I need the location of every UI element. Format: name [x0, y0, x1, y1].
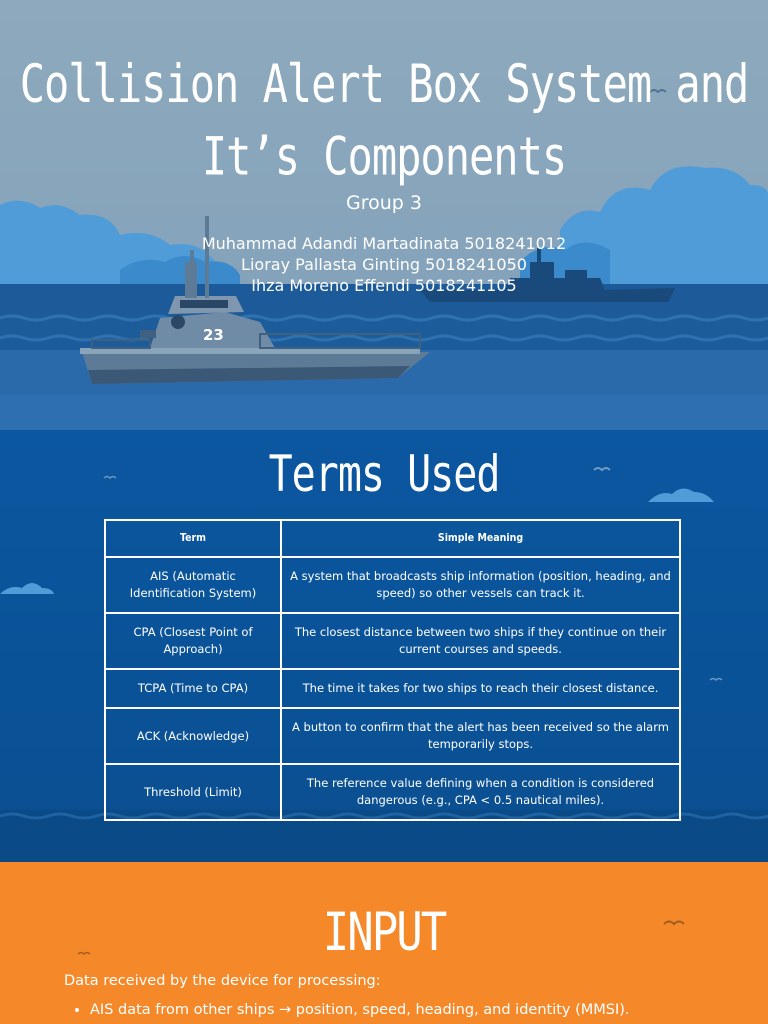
terms-title: Terms Used [268, 446, 501, 504]
title-slide: 23 Collision Alert Box System and It’s C… [0, 0, 768, 430]
member-list: Muhammad Adandi Martadinata 5018241012 L… [0, 233, 768, 296]
title-line-1: Collision Alert Box System and [19, 53, 750, 115]
table-row: Threshold (Limit) The reference value de… [104, 763, 681, 821]
boat-number: 23 [203, 326, 224, 344]
bird-decoration [77, 920, 685, 956]
column-header-term: Term [104, 519, 282, 558]
table-row: TCPA (Time to CPA) The time it takes for… [104, 668, 681, 709]
table-row: ACK (Acknowledge) A button to confirm th… [104, 707, 681, 765]
meaning-cell: A system that broadcasts ship informatio… [280, 556, 681, 614]
meaning-cell: The closest distance between two ships i… [280, 612, 681, 670]
member-name: Muhammad Adandi Martadinata 5018241012 [201, 234, 567, 253]
distant-ship-silhouette [420, 248, 675, 302]
member-name: Lioray Pallasta Ginting 5018241050 [241, 255, 527, 274]
input-list: AIS data from other ships → position, sp… [72, 1002, 630, 1018]
terms-table: Term Simple Meaning AIS (Automatic Ident… [104, 519, 681, 821]
meaning-cell: A button to confirm that the alert has b… [280, 707, 681, 765]
table-header-row: Term Simple Meaning [104, 519, 681, 558]
list-item: AIS data from other ships → position, sp… [90, 1002, 630, 1018]
terms-section: Terms Used Term Simple Meaning AIS (Auto… [0, 430, 768, 862]
term-cell: CPA (Closest Point of Approach) [104, 612, 282, 670]
term-cell: TCPA (Time to CPA) [104, 668, 282, 709]
input-section: INPUT Data received by the device for pr… [0, 862, 768, 1024]
table-row: CPA (Closest Point of Approach) The clos… [104, 612, 681, 670]
title-line-2: It’s Components [201, 125, 567, 187]
term-cell: ACK (Acknowledge) [104, 707, 282, 765]
input-title: INPUT [322, 902, 447, 964]
column-header-meaning: Simple Meaning [280, 519, 681, 558]
group-label: Group 3 [346, 192, 422, 214]
table-row: AIS (Automatic Identification System) A … [104, 556, 681, 614]
meaning-cell: The time it takes for two ships to reach… [280, 668, 681, 709]
input-intro: Data received by the device for processi… [64, 973, 381, 989]
meaning-cell: The reference value defining when a cond… [280, 763, 681, 821]
presentation-title: Collision Alert Box System and It’s Comp… [0, 48, 768, 193]
sea-scene-illustration: 23 [0, 89, 768, 430]
member-name: Ihza Moreno Effendi 5018241105 [251, 276, 517, 295]
patrol-boat-illustration [80, 216, 430, 384]
term-cell: AIS (Automatic Identification System) [104, 556, 282, 614]
term-cell: Threshold (Limit) [104, 763, 282, 821]
